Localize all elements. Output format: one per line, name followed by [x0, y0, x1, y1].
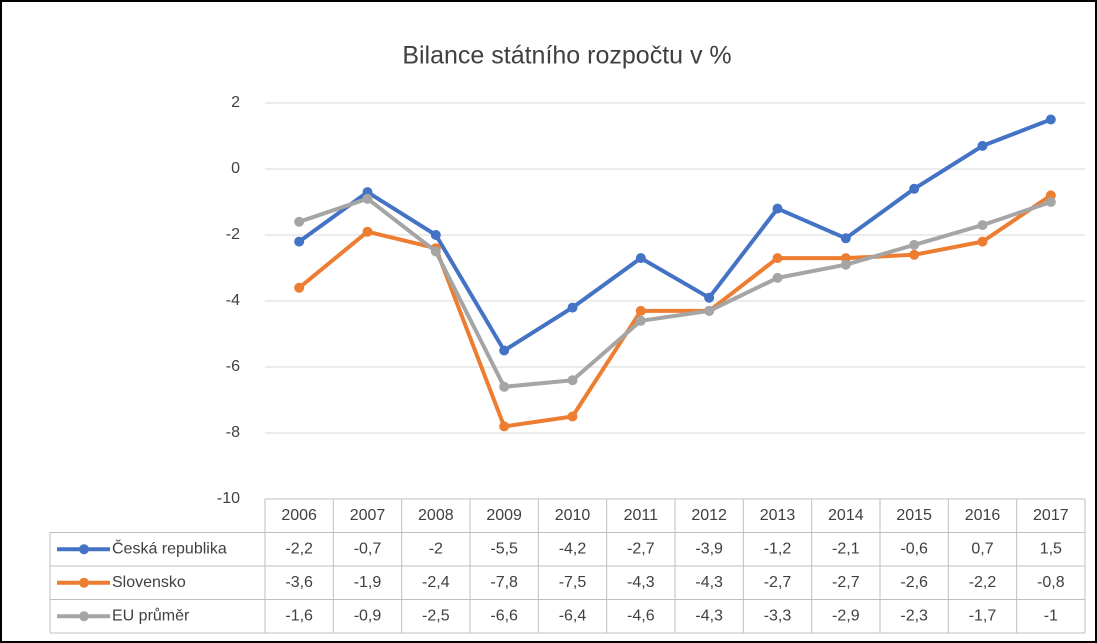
point — [704, 292, 715, 303]
line — [298, 196, 1052, 389]
table-value: -3,6 — [285, 574, 313, 591]
table-value: -7,5 — [559, 574, 587, 591]
table-value: -4,3 — [695, 607, 723, 624]
table-value: -4,3 — [627, 574, 655, 591]
point — [499, 381, 510, 392]
table-value: -2,3 — [900, 607, 928, 624]
table-value: -7,8 — [490, 574, 518, 591]
point — [704, 305, 715, 316]
y-tick-label: -8 — [226, 424, 240, 441]
table-value: -4,6 — [627, 607, 655, 624]
table-value: -2,2 — [969, 574, 997, 591]
table-value: -0,8 — [1037, 574, 1065, 591]
x-tick-label: 2016 — [965, 507, 1001, 524]
x-tick-label: 2008 — [418, 507, 454, 524]
x-tick-label: 2017 — [1033, 507, 1069, 524]
point — [294, 282, 305, 293]
table-value: -1,6 — [285, 607, 313, 624]
y-tick-label: -6 — [226, 358, 240, 375]
y-tick-label: -10 — [217, 490, 240, 507]
table-value: -2,7 — [627, 540, 655, 557]
point — [977, 236, 988, 247]
y-tick-label: -4 — [226, 292, 240, 309]
x-tick-label: 2009 — [486, 507, 522, 524]
point — [772, 253, 783, 264]
table-value: -4,3 — [695, 574, 723, 591]
point — [840, 233, 851, 244]
table-value: -6,4 — [559, 607, 587, 624]
table-value: -4,2 — [559, 540, 587, 557]
y-tick-label: 0 — [231, 160, 240, 177]
point — [840, 259, 851, 270]
x-tick-label: 2007 — [350, 507, 386, 524]
legend-marker — [79, 544, 89, 555]
table-value: -2,7 — [764, 574, 792, 591]
x-tick-label: 2015 — [896, 507, 932, 524]
table-value: -6,6 — [490, 607, 518, 624]
x-tick-label: 2013 — [760, 507, 796, 524]
table-value: -2,6 — [900, 574, 928, 591]
table-value: -5,5 — [490, 540, 518, 557]
table-value: -1,2 — [764, 540, 792, 557]
legend-marker — [79, 577, 89, 588]
x-tick-label: 2010 — [555, 507, 591, 524]
legend-label: Slovensko — [112, 574, 186, 591]
table-value: -1 — [1044, 607, 1058, 624]
point — [1045, 197, 1056, 207]
table-value: -2,7 — [832, 574, 860, 591]
y-tick-label: -2 — [226, 226, 240, 243]
chart-title: Bilance státního rozpočtu v % — [402, 42, 731, 70]
point — [909, 249, 920, 260]
point — [635, 253, 646, 264]
point — [635, 315, 646, 326]
table-value: -1,9 — [354, 574, 382, 591]
point — [772, 203, 783, 214]
table-value: -3,3 — [764, 607, 792, 624]
legend-label: Česká republika — [112, 538, 227, 557]
legend-label: EU průměr — [112, 606, 190, 624]
table-value: -0,9 — [354, 607, 382, 624]
point — [499, 421, 510, 432]
point — [772, 272, 783, 283]
y-tick-label: 2 — [231, 94, 240, 111]
point — [977, 220, 988, 231]
table-value: 0,7 — [971, 540, 993, 557]
point — [430, 230, 441, 240]
table-value: -0,6 — [900, 540, 928, 557]
table-value: -2,2 — [285, 540, 313, 557]
x-tick-label: 2011 — [624, 507, 659, 524]
x-tick-label: 2014 — [828, 507, 864, 524]
table-value: -2,5 — [422, 607, 450, 624]
point — [294, 216, 305, 227]
line — [297, 193, 1052, 429]
table-value: -2,9 — [832, 607, 860, 624]
point — [430, 246, 441, 257]
table-value: -2,4 — [422, 574, 450, 591]
point — [1045, 114, 1056, 125]
point — [294, 236, 305, 247]
point — [977, 140, 988, 151]
point — [567, 302, 578, 313]
point — [909, 239, 920, 250]
point — [499, 345, 510, 356]
legend-marker — [79, 611, 89, 622]
point — [909, 183, 920, 194]
point — [635, 305, 646, 316]
table-value: -1,7 — [969, 607, 997, 624]
table-value: -2,1 — [832, 540, 860, 557]
table-value: -2 — [429, 540, 443, 557]
table-value: -3,9 — [695, 540, 723, 557]
point — [567, 411, 578, 422]
x-tick-label: 2006 — [281, 507, 317, 524]
point — [567, 375, 578, 386]
point — [362, 193, 373, 204]
point — [362, 226, 373, 237]
table-value: 1,5 — [1040, 540, 1062, 557]
line — [297, 117, 1052, 353]
x-tick-label: 2012 — [691, 507, 727, 524]
table-value: -0,7 — [354, 540, 382, 557]
